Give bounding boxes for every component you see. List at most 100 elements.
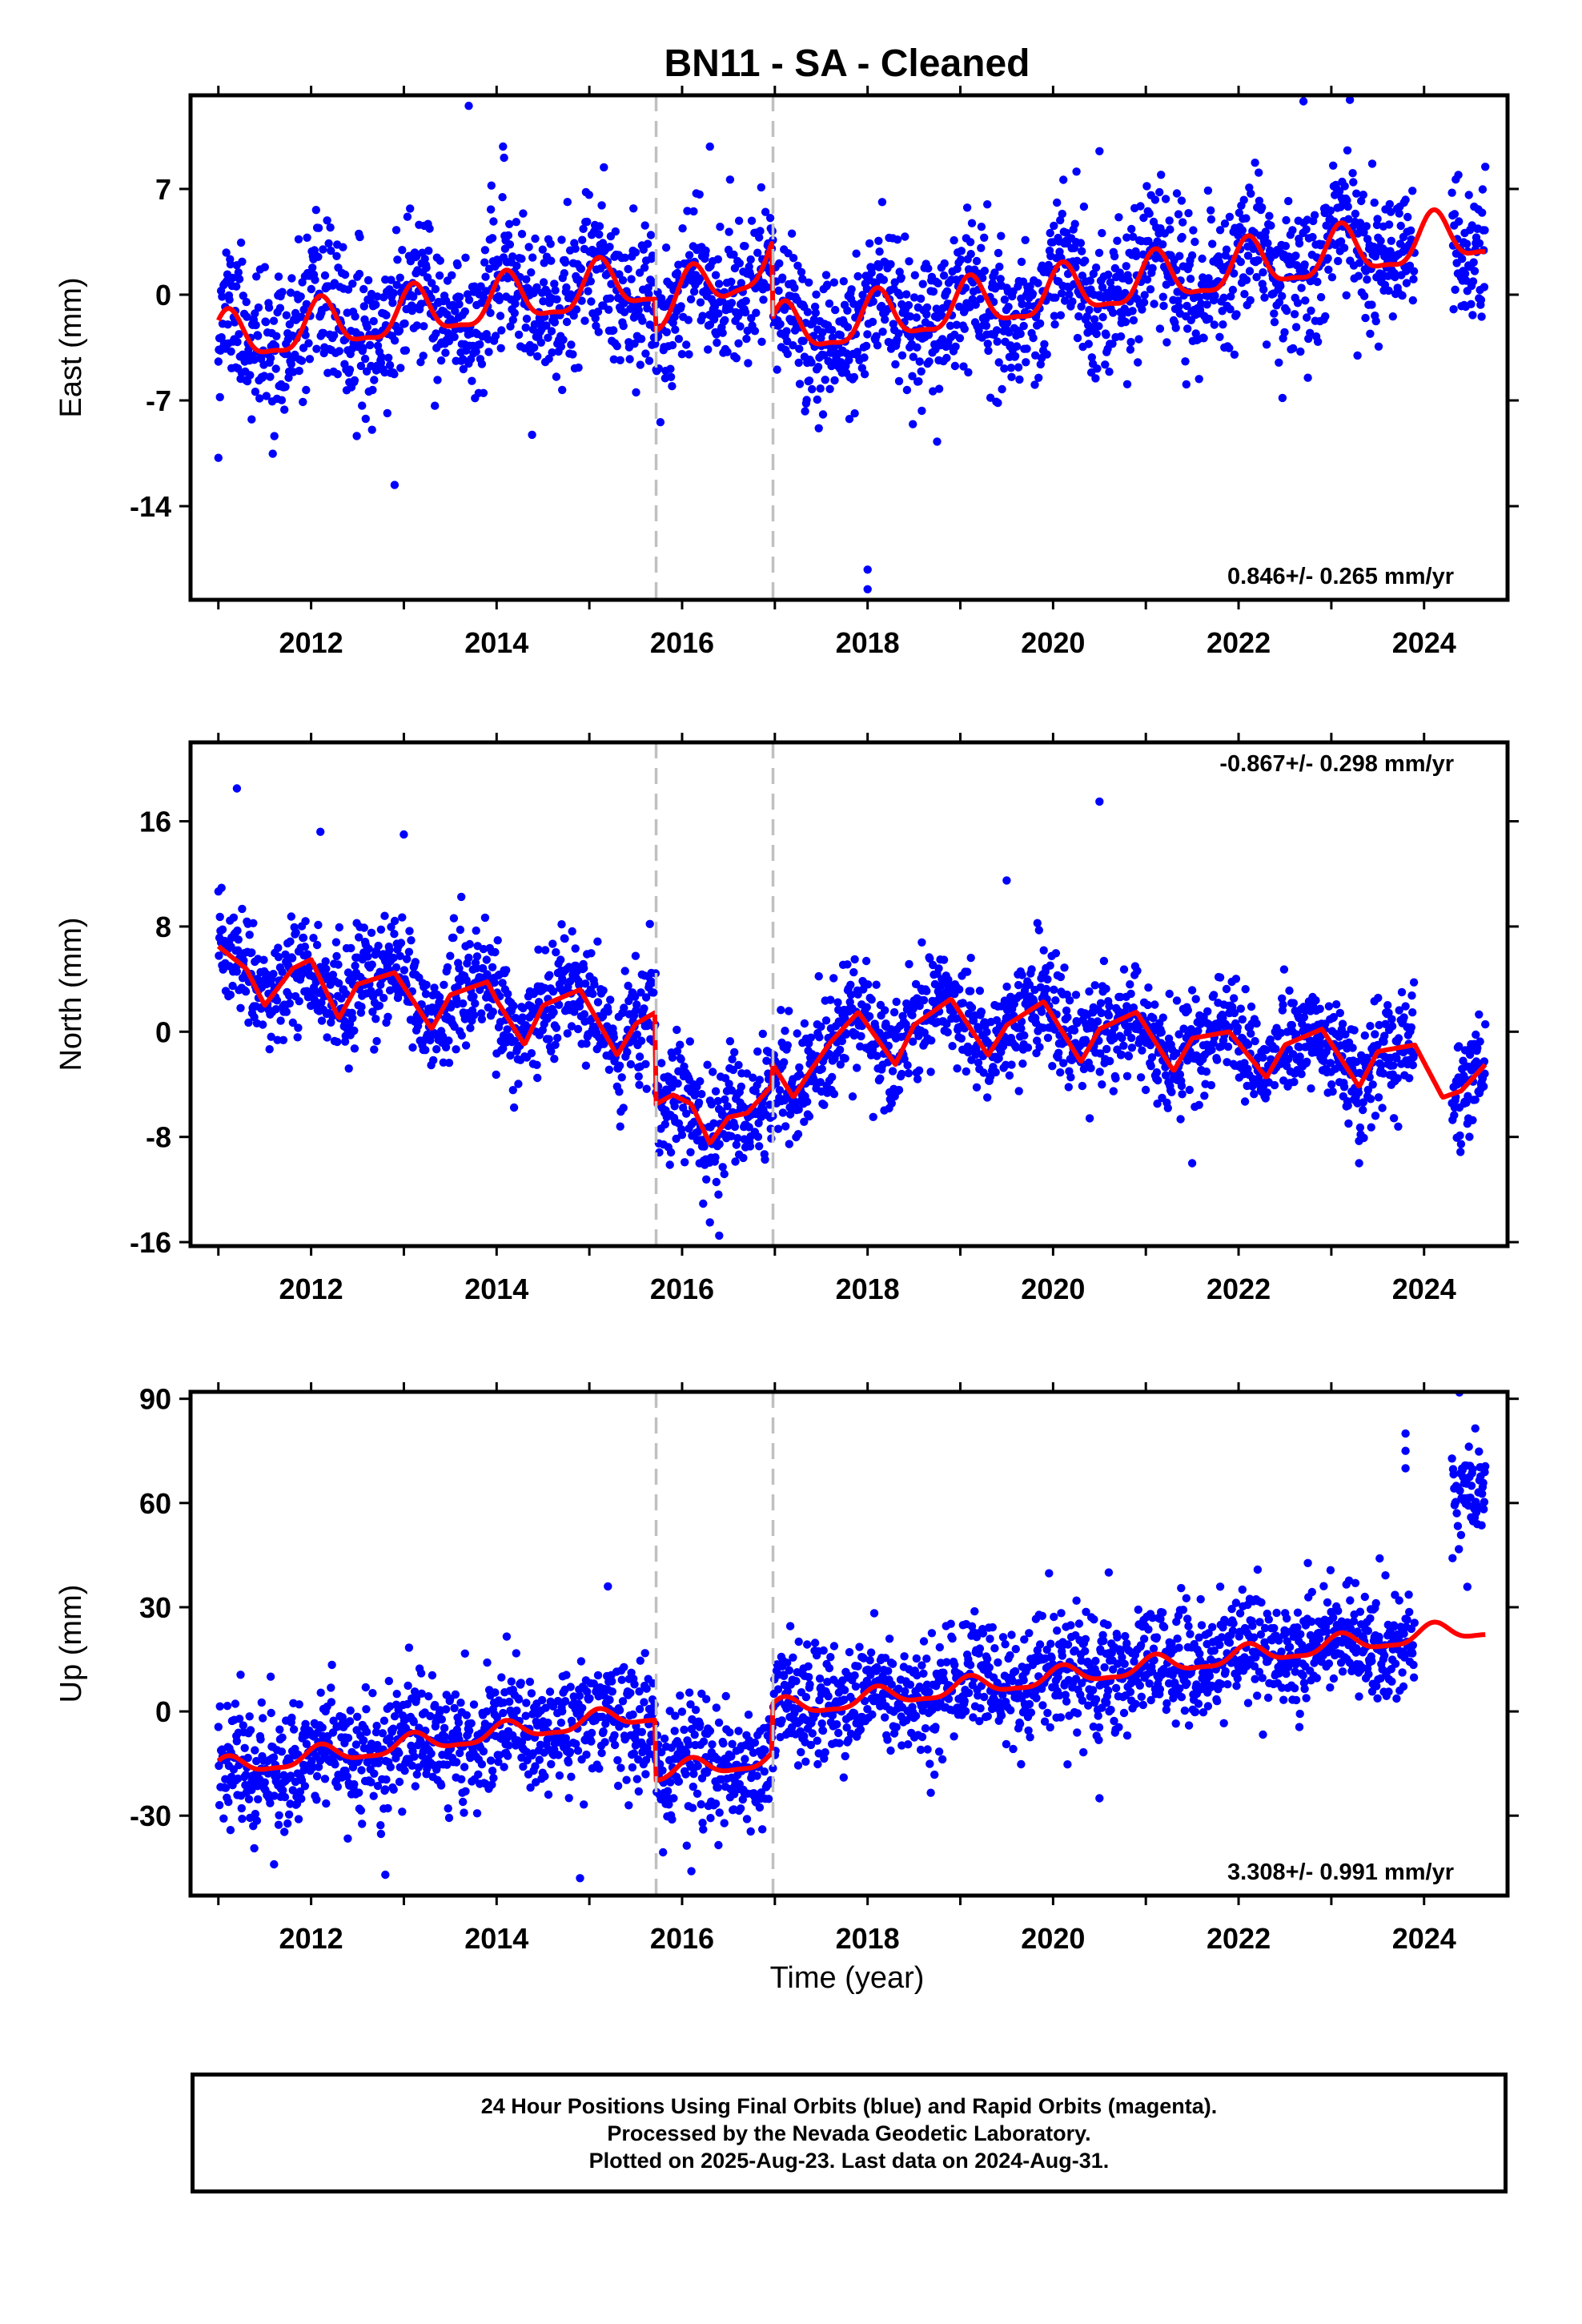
y-tick-label: 8: [155, 911, 171, 943]
data-point: [264, 304, 274, 312]
data-point: [677, 1055, 685, 1064]
data-point: [1094, 322, 1103, 331]
data-point: [1002, 982, 1011, 991]
data-point: [616, 1122, 624, 1131]
data-point: [588, 989, 597, 999]
data-point: [498, 193, 507, 202]
data-point: [1212, 1055, 1222, 1064]
data-point: [215, 912, 224, 922]
data-point: [1207, 215, 1216, 224]
data-point: [617, 1073, 626, 1082]
data-point: [994, 398, 1002, 408]
data-point: [612, 342, 621, 351]
data-point: [785, 1110, 795, 1119]
data-point: [926, 1068, 935, 1076]
data-point: [833, 998, 842, 1007]
data-point: [247, 1786, 256, 1795]
data-point: [1018, 971, 1026, 979]
data-point: [643, 304, 652, 313]
x-tick-label: 2014: [464, 626, 528, 659]
data-point: [821, 376, 829, 384]
data-point: [848, 1092, 857, 1101]
data-point: [351, 312, 359, 321]
data-point: [1060, 296, 1070, 305]
data-point: [1046, 961, 1054, 970]
data-point: [972, 1083, 982, 1092]
data-point: [720, 1169, 729, 1179]
data-point: [1182, 380, 1191, 389]
data-point: [1267, 221, 1275, 230]
data-point: [1134, 335, 1143, 344]
north-plot-area: [214, 784, 1490, 1240]
data-point: [527, 1049, 536, 1058]
data-point: [615, 1061, 624, 1071]
data-point: [915, 357, 924, 366]
data-point: [1104, 270, 1113, 279]
data-point: [274, 1820, 283, 1829]
data-point: [697, 1090, 706, 1099]
data-point: [631, 248, 640, 257]
data-point: [755, 1076, 765, 1084]
data-point: [1122, 1072, 1132, 1081]
data-point: [312, 1795, 321, 1804]
data-point: [379, 994, 388, 1003]
data-point: [712, 1177, 721, 1187]
data-point: [595, 222, 604, 231]
data-point: [897, 273, 905, 282]
data-point: [300, 943, 310, 951]
data-point: [552, 372, 561, 381]
data-point: [876, 1074, 885, 1084]
data-point: [408, 1043, 417, 1052]
data-point: [428, 279, 436, 287]
data-point: [914, 377, 923, 386]
data-point: [872, 980, 881, 989]
data-point: [235, 275, 244, 283]
data-point: [1374, 1093, 1383, 1102]
data-point: [367, 928, 376, 938]
data-point: [1209, 991, 1219, 999]
data-point: [909, 352, 918, 361]
data-point: [582, 1039, 591, 1048]
data-point: [795, 1070, 805, 1079]
data-point: [1023, 1043, 1033, 1052]
data-point: [1098, 283, 1107, 292]
data-point: [265, 1045, 274, 1054]
data-point: [860, 370, 869, 379]
data-point: [753, 1047, 762, 1056]
data-point: [794, 1105, 803, 1114]
data-point: [1252, 272, 1261, 282]
data-point: [303, 233, 311, 242]
outlier-point: [400, 830, 408, 839]
data-point: [1293, 299, 1303, 308]
data-point: [703, 1060, 712, 1069]
data-point: [472, 347, 480, 356]
data-point: [1343, 202, 1352, 211]
data-point: [1335, 187, 1344, 195]
data-point: [737, 1082, 745, 1092]
data-point: [1195, 1100, 1203, 1110]
data-point: [276, 1016, 285, 1025]
data-point: [236, 1003, 245, 1013]
data-point: [284, 991, 294, 1000]
data-point: [396, 273, 404, 282]
data-point: [449, 914, 459, 923]
data-point: [1136, 1073, 1146, 1082]
data-point: [793, 1029, 801, 1038]
data-point: [805, 376, 814, 385]
data-point: [1056, 972, 1066, 982]
data-point: [355, 269, 364, 279]
data-point: [741, 242, 749, 251]
data-point: [257, 1698, 266, 1707]
data-point: [1326, 206, 1335, 215]
data-point: [1118, 1034, 1126, 1043]
data-point: [237, 1803, 246, 1813]
data-point: [1464, 191, 1473, 199]
data-point: [852, 249, 861, 258]
data-point: [1306, 328, 1315, 337]
x-tick-label: 2012: [279, 1273, 343, 1305]
data-point: [226, 991, 235, 999]
data-point: [344, 1064, 353, 1073]
data-point: [547, 1047, 556, 1056]
x-tick-label: 2016: [650, 1273, 714, 1305]
data-point: [238, 257, 247, 266]
